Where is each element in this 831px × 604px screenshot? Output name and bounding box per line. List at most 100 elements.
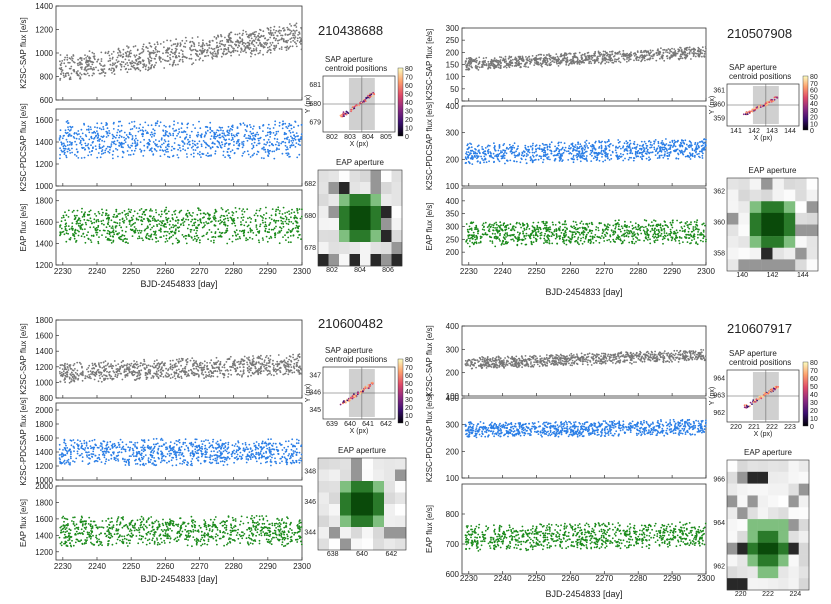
data-point [133,226,136,228]
data-point [298,33,301,35]
data-point [160,210,163,213]
data-point [660,141,663,144]
data-point [213,212,216,215]
data-point [148,143,151,146]
data-point [539,53,541,56]
data-point [86,63,88,66]
data-point [80,62,82,65]
data-point [150,136,153,138]
data-point [520,57,523,60]
data-point [165,213,167,215]
data-point [267,151,270,153]
data-point [156,120,159,123]
data-point [263,42,265,44]
data-point [79,77,82,80]
data-point [219,133,221,136]
eap-pixel [381,218,392,231]
data-point [637,239,639,241]
data-point [558,150,561,153]
data-point [231,50,234,52]
data-point [187,122,190,125]
data-point [139,148,142,151]
data-point [61,217,63,219]
data-point [502,59,504,62]
x-tick-label: 2290 [259,267,277,276]
eap-pixel [381,254,392,267]
data-point [286,127,289,129]
data-point [102,152,105,155]
data-point [96,156,99,159]
data-point [138,209,141,212]
data-point [504,58,507,60]
data-point [216,140,219,142]
data-point [143,138,146,141]
data-point [127,212,129,215]
data-point [684,148,687,151]
data-point [639,144,641,147]
data-point [549,58,552,61]
data-point [266,127,269,129]
data-point [274,234,276,237]
data-point [289,235,292,237]
data-point [215,54,218,56]
data-point [535,63,538,65]
data-point [59,129,62,132]
data-point [694,154,696,157]
data-point [246,150,249,153]
data-point [264,148,267,151]
data-point [476,152,478,155]
data-point [66,150,69,153]
data-point [194,221,197,224]
data-point [175,237,178,240]
data-point [116,131,119,134]
data-point [80,143,83,146]
eap-pixel [381,242,392,255]
data-point [573,62,576,65]
data-point [129,154,132,156]
data-point [291,45,294,48]
data-point [690,50,692,52]
data-point [489,67,492,69]
x-tick-label: 2250 [122,267,140,276]
data-point [223,45,226,47]
data-point [646,54,648,56]
data-point [58,67,61,70]
data-point [108,68,110,71]
data-point [219,144,222,147]
data-point [567,150,570,153]
data-point [597,61,600,64]
data-point [507,65,510,67]
data-point [524,158,527,161]
data-point [287,125,290,128]
data-point [133,210,136,213]
data-point [102,126,105,128]
data-point [589,60,592,63]
data-point [106,222,109,225]
centroid-point [369,96,371,99]
data-point [260,157,263,159]
data-point [134,134,137,137]
data-point [167,143,170,146]
data-point [64,75,67,78]
data-point [628,143,631,146]
data-point [196,229,198,232]
data-point [126,238,128,241]
data-point [98,212,101,215]
data-point [107,229,109,232]
eap-pixel [360,182,371,195]
data-point [215,135,218,138]
data-point [626,142,628,145]
data-point [226,130,229,133]
data-point [502,236,505,239]
data-point [645,225,647,228]
data-point [124,230,127,233]
data-point [509,146,511,149]
data-point [74,215,76,217]
data-point [120,68,122,71]
data-point [80,59,83,62]
data-point [280,222,283,225]
data-point [252,134,254,137]
data-point [666,152,669,155]
centroid-point [345,110,348,113]
data-point [228,33,231,36]
